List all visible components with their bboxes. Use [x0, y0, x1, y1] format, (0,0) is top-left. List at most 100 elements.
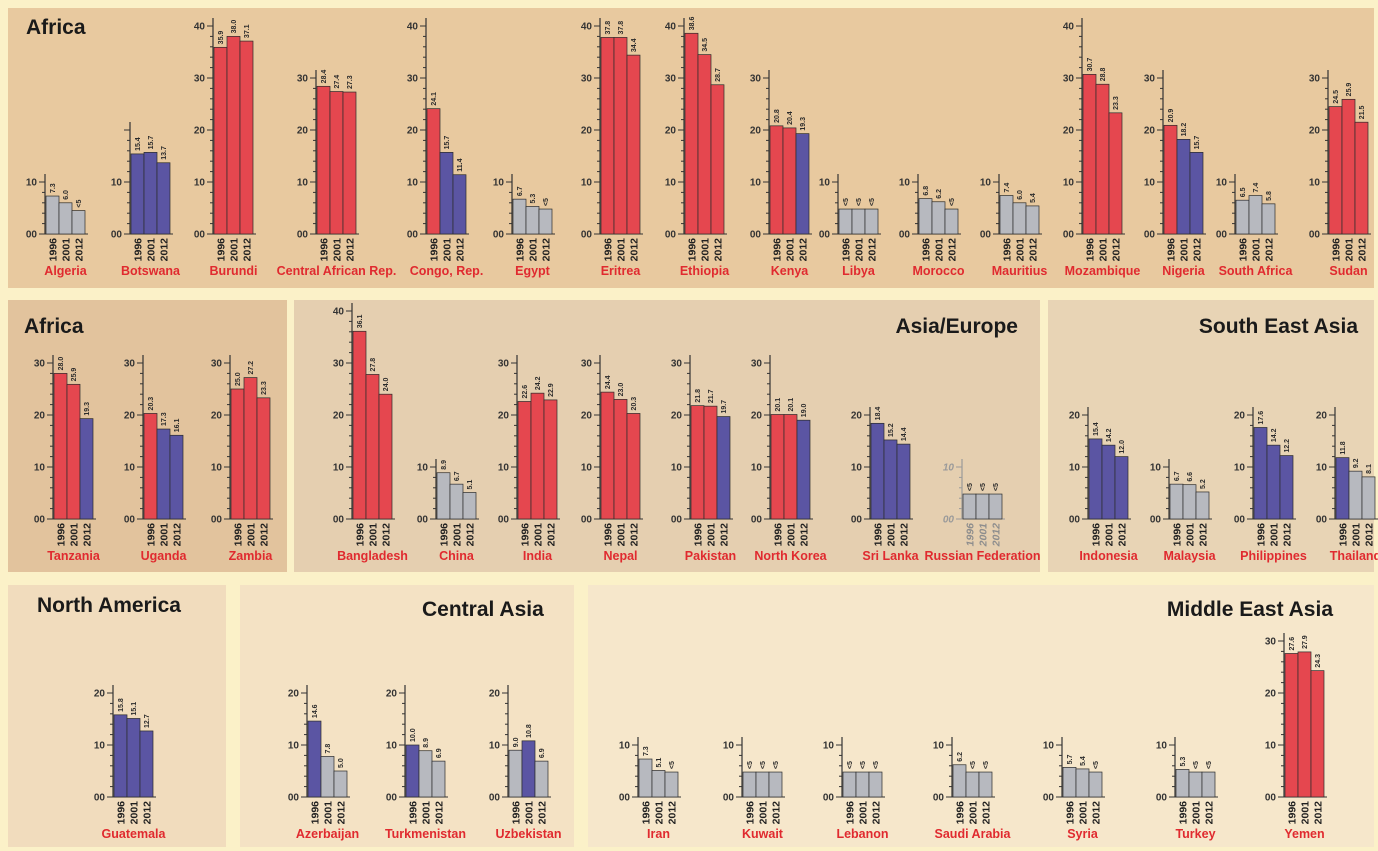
x-tick-label: 2001 — [1098, 238, 1110, 262]
country-label: Uganda — [141, 549, 188, 563]
x-tick-label: 1996 — [1091, 523, 1103, 547]
data-label: 6.7 — [454, 471, 461, 481]
country-label: Mozambique — [1065, 264, 1141, 278]
bar-1996 — [742, 771, 757, 798]
y-tick-label: 20 — [1063, 126, 1075, 137]
x-tick-label: 2012 — [259, 523, 271, 547]
country-label: Tanzania — [47, 549, 101, 563]
y-tick-label: 10 — [750, 178, 762, 189]
x-tick-label: 1996 — [1287, 801, 1299, 825]
data-label: 19.3 — [84, 402, 91, 416]
y-tick-label: 10 — [386, 741, 398, 752]
data-label: 5.2 — [1200, 479, 1207, 489]
y-tick-label: 10 — [1069, 463, 1081, 474]
data-label: 5.1 — [656, 758, 663, 768]
bar-2001 — [965, 771, 980, 798]
data-label: 25.9 — [1346, 83, 1353, 97]
y-tick-label: 20 — [671, 411, 683, 422]
y-tick-label: 00 — [1063, 230, 1075, 241]
chart-tanzania: 00 10 20 30 28.0 1996 25.9 2001 19.3 2012 Tanzania — [34, 355, 101, 563]
y-tick-label: 40 — [333, 307, 345, 318]
data-label: 6.2 — [936, 189, 943, 199]
x-tick-label: 1996 — [965, 523, 977, 547]
y-tick-label: 20 — [851, 411, 863, 422]
x-tick-label: 2012 — [713, 238, 725, 262]
x-tick-label: 1996 — [745, 801, 757, 825]
data-label: 20.3 — [631, 397, 638, 411]
chart-kuwait: 00 10 <5 1996 <5 2001 <5 2012 Kuwait — [723, 737, 785, 841]
bar-2012 — [626, 413, 641, 520]
y-tick-label: 10 — [26, 178, 38, 189]
data-label: <5 — [1206, 761, 1213, 769]
y-tick-label: 10 — [493, 178, 505, 189]
bar-2001 — [1075, 768, 1090, 798]
x-tick-label: 2001 — [968, 801, 980, 825]
x-tick-label: 2012 — [159, 238, 171, 262]
x-tick-label: 2012 — [667, 801, 679, 825]
x-tick-label: 2012 — [1313, 801, 1325, 825]
y-tick-label: 00 — [823, 793, 835, 804]
x-tick-label: 2001 — [616, 238, 628, 262]
data-label: 6.8 — [923, 186, 930, 196]
data-label: 21.8 — [695, 389, 702, 403]
x-tick-label: 2012 — [629, 523, 641, 547]
chart-south-africa: 00 10 6.5 1996 7.4 2001 5.8 2012 South Africa — [1216, 174, 1293, 278]
x-tick-label: 2001 — [368, 523, 380, 547]
y-tick-label: 40 — [665, 22, 677, 33]
bar-2012 — [1261, 203, 1276, 235]
country-label: Ethiopia — [680, 264, 730, 278]
country-label: Turkmenistan — [385, 827, 466, 841]
y-tick-label: 10 — [1309, 178, 1321, 189]
x-tick-label: 1996 — [439, 523, 451, 547]
data-label: 7.4 — [1004, 183, 1011, 193]
x-tick-label: 2012 — [771, 801, 783, 825]
data-label: 8.1 — [1366, 464, 1373, 474]
data-label: 6.0 — [63, 190, 70, 200]
panel-title-south-east-asia: South East Asia — [1198, 315, 1358, 338]
y-tick-label: 10 — [1043, 741, 1055, 752]
bar-2001 — [329, 91, 344, 235]
x-tick-label: 1996 — [515, 238, 527, 262]
y-tick-label: 00 — [1156, 793, 1168, 804]
y-tick-label: 30 — [1309, 74, 1321, 85]
x-tick-label: 2001 — [706, 523, 718, 547]
x-tick-label: 2012 — [991, 523, 1003, 548]
y-tick-label: 00 — [581, 515, 593, 526]
y-tick-label: 10 — [124, 463, 136, 474]
data-label: <5 — [993, 483, 1000, 491]
data-label: 15.1 — [131, 702, 138, 716]
y-tick-label: 10 — [417, 463, 429, 474]
x-tick-label: 2012 — [142, 801, 154, 825]
y-tick-label: 00 — [751, 515, 763, 526]
data-label: <5 — [1193, 761, 1200, 769]
x-tick-label: 2012 — [867, 238, 879, 262]
x-tick-label: 2001 — [1104, 523, 1116, 547]
y-tick-label: 30 — [333, 359, 345, 370]
data-label: 38.6 — [689, 17, 696, 31]
y-tick-label: 30 — [1063, 74, 1075, 85]
y-tick-label: 20 — [489, 689, 501, 700]
data-label: 23.3 — [1113, 96, 1120, 110]
data-label: 16.1 — [174, 419, 181, 433]
bar-2001 — [975, 493, 990, 520]
y-tick-label: 20 — [750, 126, 762, 137]
x-tick-label: 2012 — [537, 801, 549, 825]
bar-2012 — [868, 771, 883, 798]
x-tick-label: 2012 — [1204, 801, 1216, 825]
x-tick-label: 2001 — [654, 801, 666, 825]
bar-2012 — [626, 54, 641, 235]
x-tick-label: 1996 — [955, 801, 967, 825]
chart-ethiopia: 00 10 20 30 40 38.6 1996 34.5 2001 28.7 2012 Ethiop… — [665, 17, 730, 278]
data-label: 8.9 — [423, 738, 430, 748]
y-tick-label: 10 — [34, 463, 46, 474]
bar-2001 — [651, 770, 666, 798]
x-tick-label: 1996 — [1178, 801, 1190, 825]
data-label: 15.7 — [444, 136, 451, 150]
data-label: <5 — [856, 198, 863, 206]
bar-1996 — [870, 422, 885, 520]
data-label: 28.7 — [715, 68, 722, 82]
y-tick-label: 00 — [1144, 230, 1156, 241]
bar-2001 — [755, 771, 770, 798]
bar-1996 — [1088, 438, 1103, 520]
bar-2012 — [342, 91, 357, 235]
